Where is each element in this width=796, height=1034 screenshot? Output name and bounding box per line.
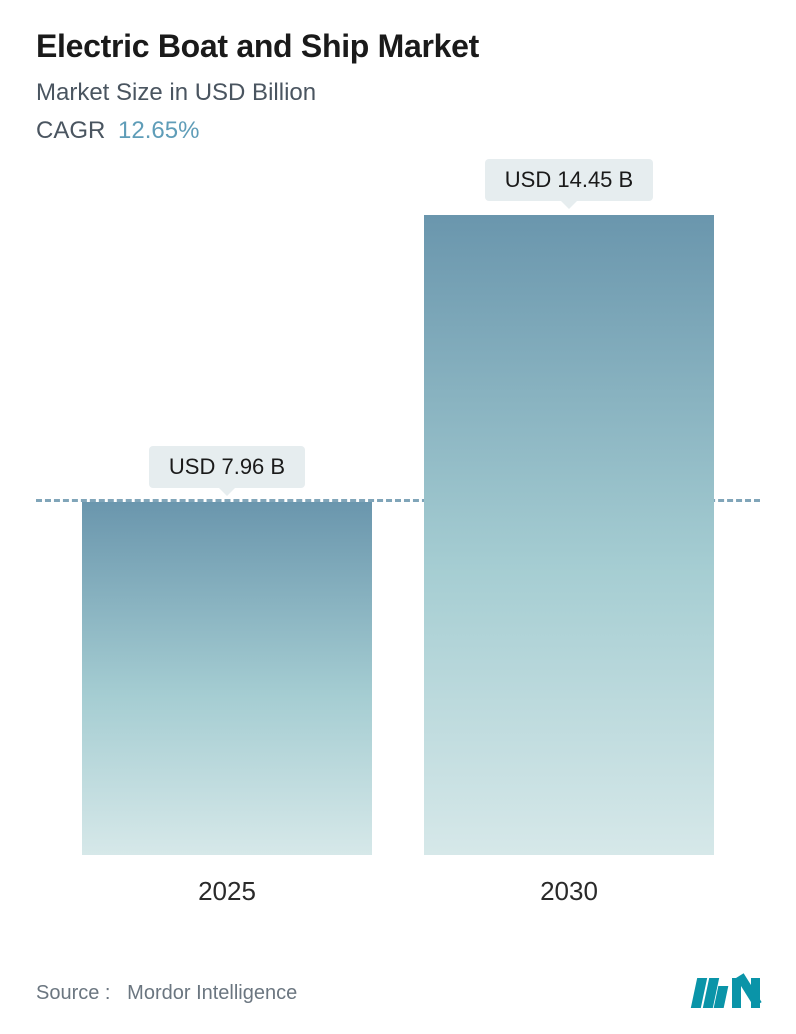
- source-prefix: Source :: [36, 982, 110, 1004]
- cagr-line: CAGR 12.65%: [36, 117, 760, 145]
- chart-area: USD 7.96 B USD 14.45 B 2025 2030: [36, 155, 760, 915]
- value-tag-0: USD 7.96 B: [149, 446, 305, 488]
- brand-logo: [694, 978, 760, 1008]
- chart-container: Electric Boat and Ship Market Market Siz…: [0, 0, 796, 1034]
- source-text: Source : Mordor Intelligence: [36, 982, 297, 1005]
- x-label-1: 2030: [424, 876, 714, 907]
- chart-title: Electric Boat and Ship Market: [36, 28, 760, 65]
- cagr-value: 12.65%: [118, 117, 199, 144]
- cagr-label: CAGR: [36, 117, 105, 144]
- x-axis-labels: 2025 2030: [36, 876, 760, 907]
- bars-wrap: USD 7.96 B USD 14.45 B: [36, 155, 760, 855]
- footer: Source : Mordor Intelligence: [36, 978, 760, 1008]
- bar-group-0: USD 7.96 B: [82, 446, 372, 855]
- logo-n-icon: [732, 978, 760, 1008]
- bar-0: [82, 502, 372, 855]
- source-name: Mordor Intelligence: [127, 982, 297, 1004]
- bar-1: [424, 215, 714, 855]
- value-tag-1: USD 14.45 B: [485, 159, 653, 201]
- bar-group-1: USD 14.45 B: [424, 159, 714, 855]
- x-label-0: 2025: [82, 876, 372, 907]
- chart-subtitle: Market Size in USD Billion: [36, 79, 760, 107]
